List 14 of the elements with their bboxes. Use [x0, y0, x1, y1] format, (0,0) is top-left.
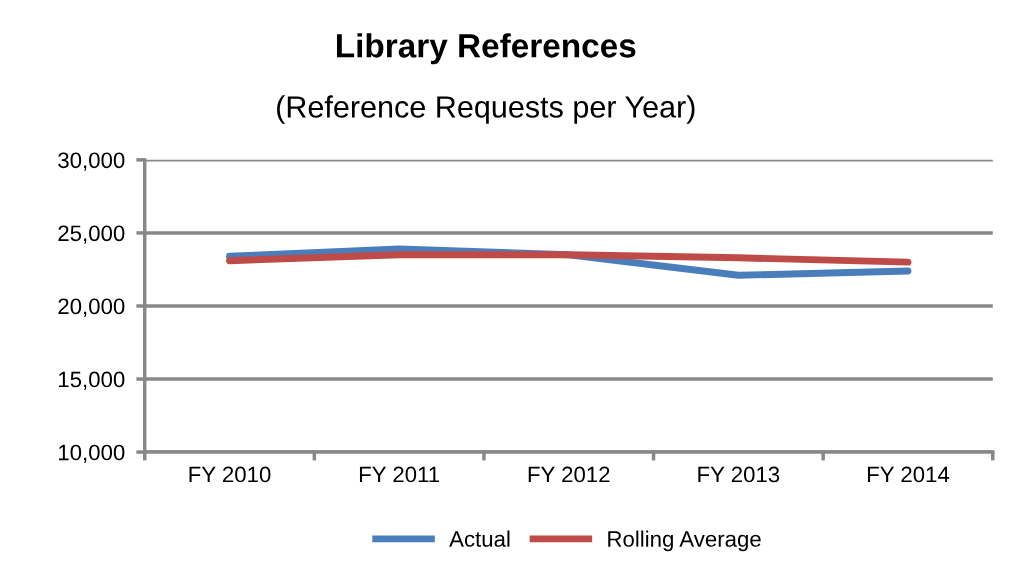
legend-label: Actual — [449, 530, 510, 547]
x-tick-label: FY 2010 — [189, 466, 271, 483]
y-tick-label: 20,000 — [58, 298, 125, 317]
y-tick-label: 30,000 — [58, 152, 125, 171]
x-tick-label: FY 2014 — [867, 466, 950, 483]
legend-label: Rolling Average — [608, 530, 761, 552]
y-tick-label: 15,000 — [59, 371, 125, 390]
x-tick-label: FY 2012 — [528, 466, 610, 483]
chart-title: Library References — [337, 33, 636, 65]
y-tick-label: 25,000 — [58, 225, 125, 244]
x-tick-label: FY 2013 — [698, 466, 780, 483]
y-tick-label: 10,000 — [59, 444, 125, 463]
chart-subtitle: (Reference Requests per Year) — [277, 95, 695, 124]
x-tick-label: FY 2011 — [359, 466, 440, 483]
